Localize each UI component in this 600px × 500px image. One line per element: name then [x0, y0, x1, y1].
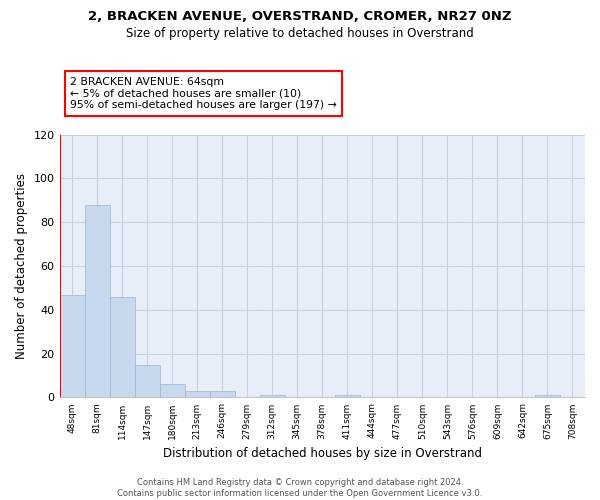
Text: Contains HM Land Registry data © Crown copyright and database right 2024.
Contai: Contains HM Land Registry data © Crown c…: [118, 478, 482, 498]
Text: 2, BRACKEN AVENUE, OVERSTRAND, CROMER, NR27 0NZ: 2, BRACKEN AVENUE, OVERSTRAND, CROMER, N…: [88, 10, 512, 23]
Bar: [209, 391, 235, 398]
Text: 2 BRACKEN AVENUE: 64sqm
← 5% of detached houses are smaller (10)
95% of semi-det: 2 BRACKEN AVENUE: 64sqm ← 5% of detached…: [70, 77, 337, 110]
Bar: [134, 364, 160, 398]
Bar: [535, 395, 560, 398]
X-axis label: Distribution of detached houses by size in Overstrand: Distribution of detached houses by size …: [163, 447, 482, 460]
Bar: [59, 294, 85, 398]
Bar: [185, 391, 209, 398]
Bar: [335, 395, 360, 398]
Text: Size of property relative to detached houses in Overstrand: Size of property relative to detached ho…: [126, 28, 474, 40]
Bar: [110, 296, 134, 398]
Bar: [260, 395, 285, 398]
Y-axis label: Number of detached properties: Number of detached properties: [15, 173, 28, 359]
Bar: [160, 384, 185, 398]
Bar: [85, 205, 110, 398]
